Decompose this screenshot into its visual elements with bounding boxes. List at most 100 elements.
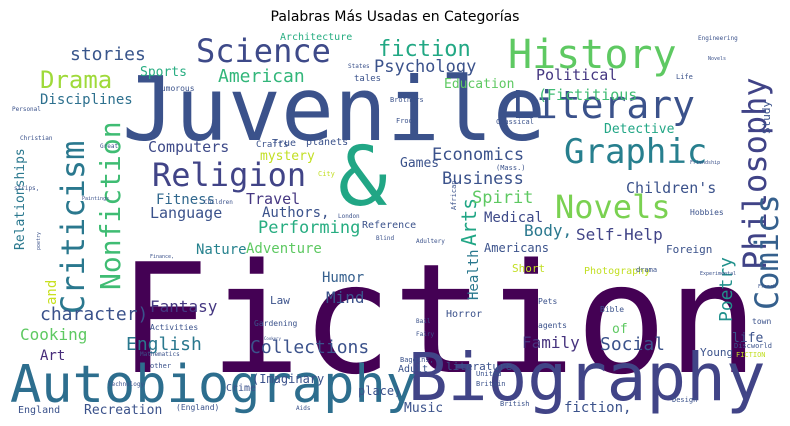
word-social: Social [600,334,665,355]
word-friendship: Friendship [690,160,720,166]
word-health: Health [466,249,482,300]
word-fantasy: Fantasy [150,297,218,316]
word-games: Games [400,156,439,171]
word-spirit: Spirit [472,188,533,208]
word-poetry: poetry [36,232,42,250]
word-nonfiction: Nonfiction [94,121,127,290]
word-juvenile: Juvenile [122,58,546,161]
word-autobiography: Autobiography [10,355,417,415]
word-political: Political [536,66,617,84]
word-fiction: fiction, [564,400,631,416]
word-discworld: Discworld [734,342,772,350]
word-place: place) [358,384,401,398]
word-short: Short [512,262,545,275]
word-computers: Computers [148,138,229,156]
word-english: English [126,334,202,355]
word-finance: Finance, [150,254,174,260]
word-young: Young [700,346,733,359]
word-bail: Bail [416,318,431,325]
word-fitness: Fitness [156,192,215,208]
word-self-help: Self-Help [576,225,663,244]
word-music: Music [404,401,443,416]
word-cooking: Cooking [20,325,87,344]
word-architecture: Architecture [280,32,352,43]
word-life: Life [676,73,693,81]
chart-title: Palabras Más Usadas en Categorías [270,9,520,25]
word-fiction: FICTION [736,351,766,359]
word-collections: Collections [250,337,369,358]
word-states: States [348,63,370,70]
word-performing: Performing [258,218,360,238]
word-literature: literature [446,360,512,373]
word-character: character) [40,304,148,325]
word-children: Children [204,199,233,206]
word-mind: Mind [326,288,365,307]
word-humor: Humor [322,270,364,286]
word-travel: Travel [246,190,300,208]
word-poetry: Poetry [716,257,737,322]
word-body: Body, [524,221,572,240]
word-novels: Novels [555,188,671,226]
word-other: other [150,362,171,370]
word-true: True [272,138,296,149]
word-fictitious: (Fictitious [538,86,637,104]
word-activities: Activities [150,323,198,332]
word-crime: Crime [226,383,256,394]
word-britain: Britain [476,380,506,388]
word-photography: Photography [584,266,650,277]
word-blind: Blind [376,235,394,242]
word-united: United [476,370,501,378]
word-french: French [758,284,776,290]
word-town: town [752,317,771,326]
word-mass: (Mass.) [496,164,526,172]
word-stories: stories [70,44,146,65]
word-criticism: Criticism [54,141,92,314]
word-design: Design [672,396,697,404]
word-strips: strips, [14,185,39,192]
word-great: Great [100,143,118,150]
word-relationships: Relationships [13,148,28,250]
word-disciplines: Disciplines [40,92,133,108]
word-reference: Reference [362,220,416,231]
word-education: Education [444,77,514,92]
word-language: Language [150,204,222,222]
word-hobbies: Hobbies [690,208,724,217]
word-paintings: Paintings [82,196,109,202]
word-adult: Adult [398,364,428,375]
word-cookery: Cookery [264,336,281,341]
word-mathematics: Mathematics [140,351,180,358]
word-london: London [338,213,360,220]
word-ampersand: & [338,130,387,225]
word-experimental: Experimental [700,271,736,277]
word-graphic: Graphic [564,132,707,172]
word-bible: Bible [600,305,624,314]
word-city: City [318,170,335,178]
word-religion: Religion [152,156,306,194]
word-humorous: Humorous [156,84,195,93]
word-business: Business [442,169,524,189]
word-economics: Economics [432,145,524,165]
word-life: life [732,331,763,346]
word-biography: Biography [408,339,766,416]
word-tales: tales [354,74,381,84]
word-fairy: Fairy [416,331,434,338]
word-mystery: mystery [260,149,315,164]
word-fiction: Fiction [118,231,759,408]
word-african: African [450,180,458,210]
word-planets: planets [306,137,348,148]
word-technology: Technology [108,381,145,388]
word-sports: Sports [140,65,187,80]
word-pets: Pets [538,297,557,306]
word-detective: Detective [604,122,675,137]
word-arts: Arts [457,198,481,246]
word-psychology: Psychology [374,57,476,77]
word-aids: Aids [296,405,311,412]
word-literary: Literary [512,83,695,127]
word-baggins: Baggins, [400,356,434,364]
word-england: England [18,405,60,416]
word-law: Law [270,294,290,307]
word-philosophy: Philosophy [736,77,774,270]
word-classical: Classical [496,118,534,126]
word-crafts: Crafts [256,140,289,150]
